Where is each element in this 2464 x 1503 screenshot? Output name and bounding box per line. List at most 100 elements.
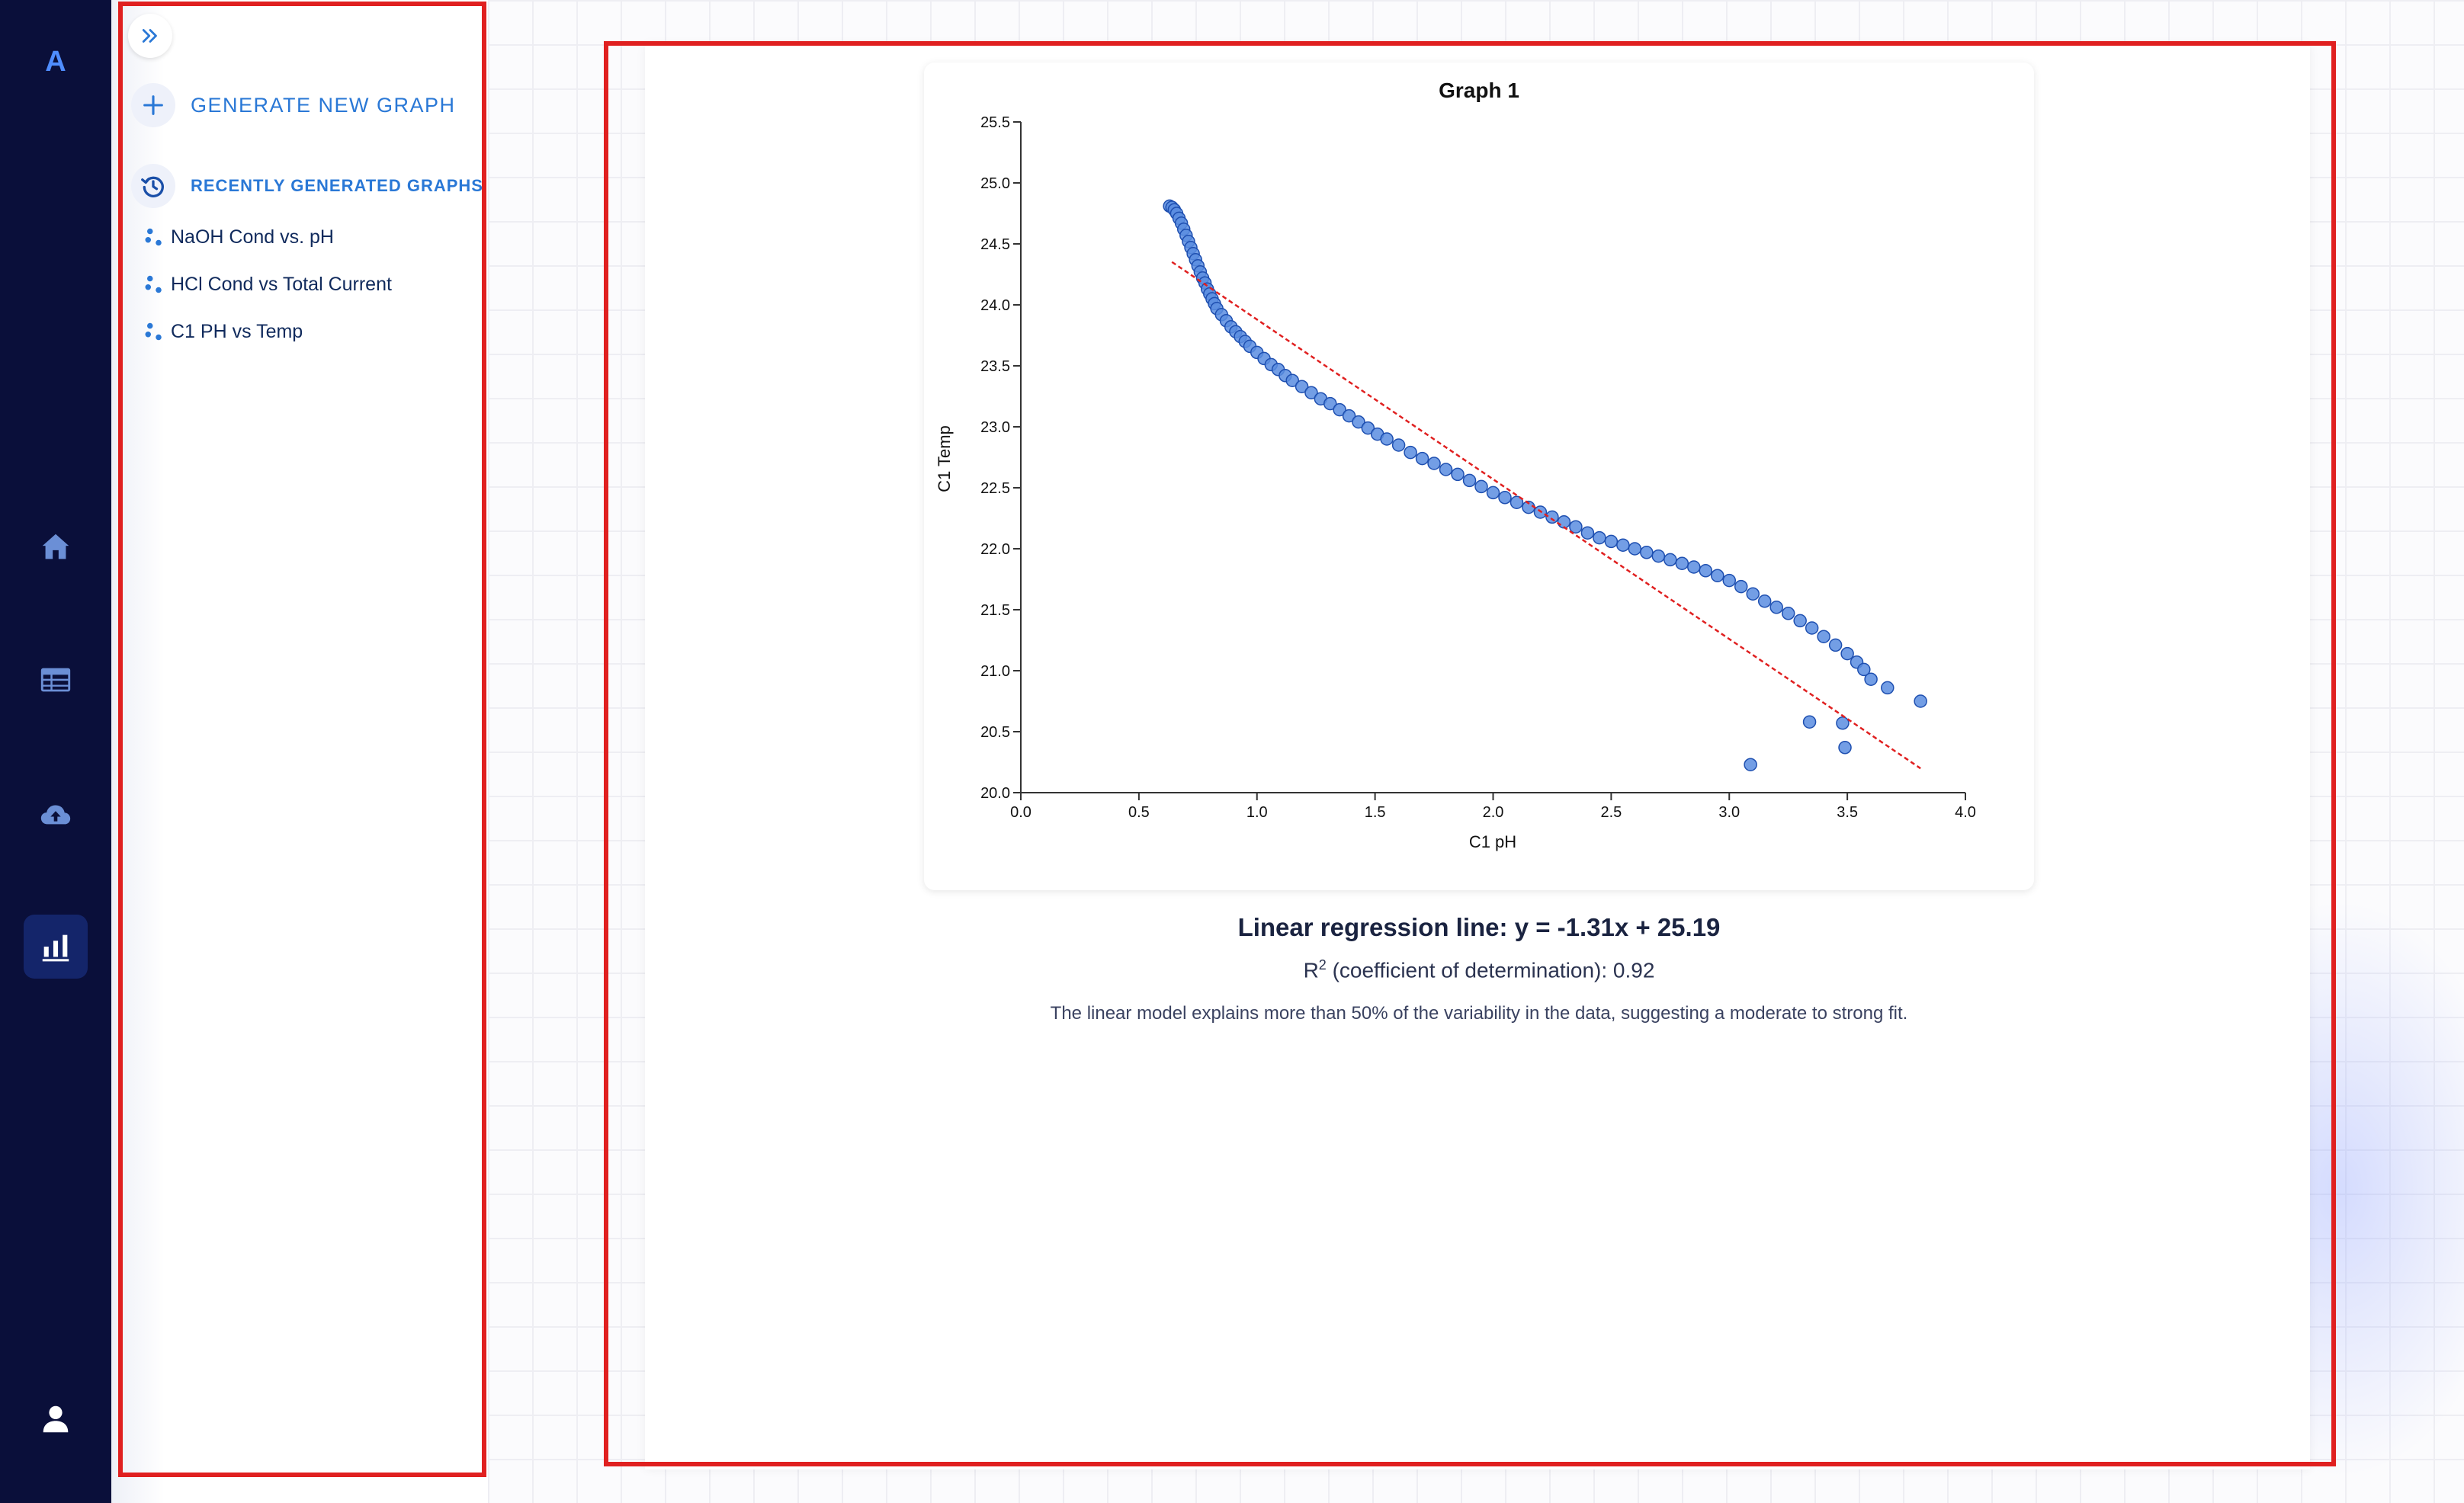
axes: 0.0 0.5 1.0 1.5 2.0 2.5 3.0 3.5 4.0 20.0 20.5 21.0 2… [980,114,1976,821]
x-tick-label: 3.0 [1718,804,1740,821]
data-point [1462,473,1477,488]
data-point [1474,479,1488,494]
data-point [1734,579,1748,594]
data-point [1616,538,1630,552]
y-tick-label: 25.5 [980,114,1010,131]
data-point [1304,386,1318,399]
chart-title: Graph 1 [1439,79,1519,102]
data-point [1836,716,1850,730]
data-point [1593,530,1606,545]
data-point [1285,373,1299,387]
generate-new-graph-button[interactable]: GENERATE NEW GRAPH [131,81,456,130]
recent-graph-item[interactable]: HCl Cond vs Total Current [143,269,392,300]
x-tick-label: 0.0 [1010,804,1031,821]
plus-icon [131,83,175,127]
x-tick-label: 4.0 [1955,804,1976,821]
recent-graph-item[interactable]: NaOH Cond vs. pH [143,222,334,252]
recent-graph-label: C1 PH vs Temp [171,320,303,342]
data-point [1295,380,1309,393]
data-point [1838,741,1852,755]
data-point [1687,560,1701,574]
data-point [1380,432,1394,446]
cloud-upload-icon [40,805,71,825]
scatter-icon [145,228,162,246]
data-point [1881,681,1895,695]
data-point [1628,542,1642,556]
data-point [1675,556,1689,570]
y-tick-label: 21.5 [980,602,1010,619]
x-tick-label: 1.0 [1246,804,1268,821]
regression-equation: Linear regression line: y = -1.31x + 25.… [1237,913,1721,941]
data-point [1569,520,1583,534]
data-point [1769,601,1783,614]
graphs-button[interactable] [24,915,88,979]
data-point [1545,510,1559,524]
data-point [1580,526,1595,540]
scatter-icon [145,322,162,341]
data-point [1604,534,1619,549]
data-point [1793,614,1807,628]
data-point [1914,694,1927,708]
data-point [1744,758,1757,771]
data-point [1828,638,1843,652]
data-point [1722,573,1736,588]
x-tick-label: 2.5 [1600,804,1622,821]
recent-graphs-header: RECENTLY GENERATED GRAPHS [131,162,483,210]
data-point [1323,396,1337,411]
y-tick-label: 25.0 [980,175,1010,192]
expand-sidebar-button[interactable] [128,14,172,58]
user-icon [43,1405,69,1433]
home-icon [42,534,69,559]
data-point [1864,672,1878,686]
table-button[interactable] [24,648,88,712]
y-tick-label: 22.5 [980,480,1010,497]
r-squared-text: (coefficient of determination): 0.92 [1326,958,1655,982]
data-point [1802,715,1817,729]
data-points [1163,199,1927,771]
y-tick-label: 20.5 [980,724,1010,741]
home-button[interactable] [24,515,88,579]
y-tick-label: 21.0 [980,663,1010,680]
double-chevron-right-icon [142,29,157,43]
upload-button[interactable] [24,782,88,846]
profile-button[interactable] [24,1387,88,1451]
data-point [1805,621,1819,635]
y-axis-label: C1 Temp [935,425,954,492]
data-point [1711,569,1724,582]
data-point [1415,451,1429,466]
data-point [1510,495,1524,509]
scatter-chart: Graph 1 C1 pH C1 Temp 0.0 0.5 1.0 1.5 2.0 2.5… [935,79,1976,851]
data-point [1840,646,1854,661]
x-tick-label: 3.5 [1837,804,1858,821]
data-point [1333,402,1346,417]
icon-rail: A [0,0,111,1503]
recent-graph-item[interactable]: C1 PH vs Temp [143,316,303,347]
data-point [1817,630,1830,643]
x-tick-label: 2.0 [1483,804,1504,821]
chart-card: Graph 1 C1 pH C1 Temp 0.0 0.5 1.0 1.5 2.0 2.5… [924,62,2034,890]
data-point [1439,463,1453,476]
data-point [1664,553,1677,567]
data-point [1699,564,1713,578]
data-point [1342,409,1356,423]
history-icon [131,164,175,208]
r-squared-exponent: 2 [1318,957,1327,973]
table-icon [40,668,71,692]
app-logo[interactable]: A [45,46,66,78]
recent-graph-label: NaOH Cond vs. pH [171,226,334,248]
x-axis-label: C1 pH [1469,832,1516,851]
data-point [1451,467,1465,482]
data-point [1352,415,1365,429]
main-highlight-box [604,41,2336,1466]
bar-chart-icon [42,934,69,962]
data-point [1757,594,1772,608]
y-tick-label: 23.5 [980,358,1010,375]
data-point [1404,445,1417,460]
generate-new-graph-label: GENERATE NEW GRAPH [191,93,456,117]
y-tick-label: 20.0 [980,785,1010,802]
recent-graph-label: HCl Cond vs Total Current [171,273,392,295]
x-tick-label: 0.5 [1128,804,1150,821]
data-point [1391,438,1406,452]
graph-sidebar [111,0,488,1503]
y-tick-label: 24.5 [980,236,1010,253]
